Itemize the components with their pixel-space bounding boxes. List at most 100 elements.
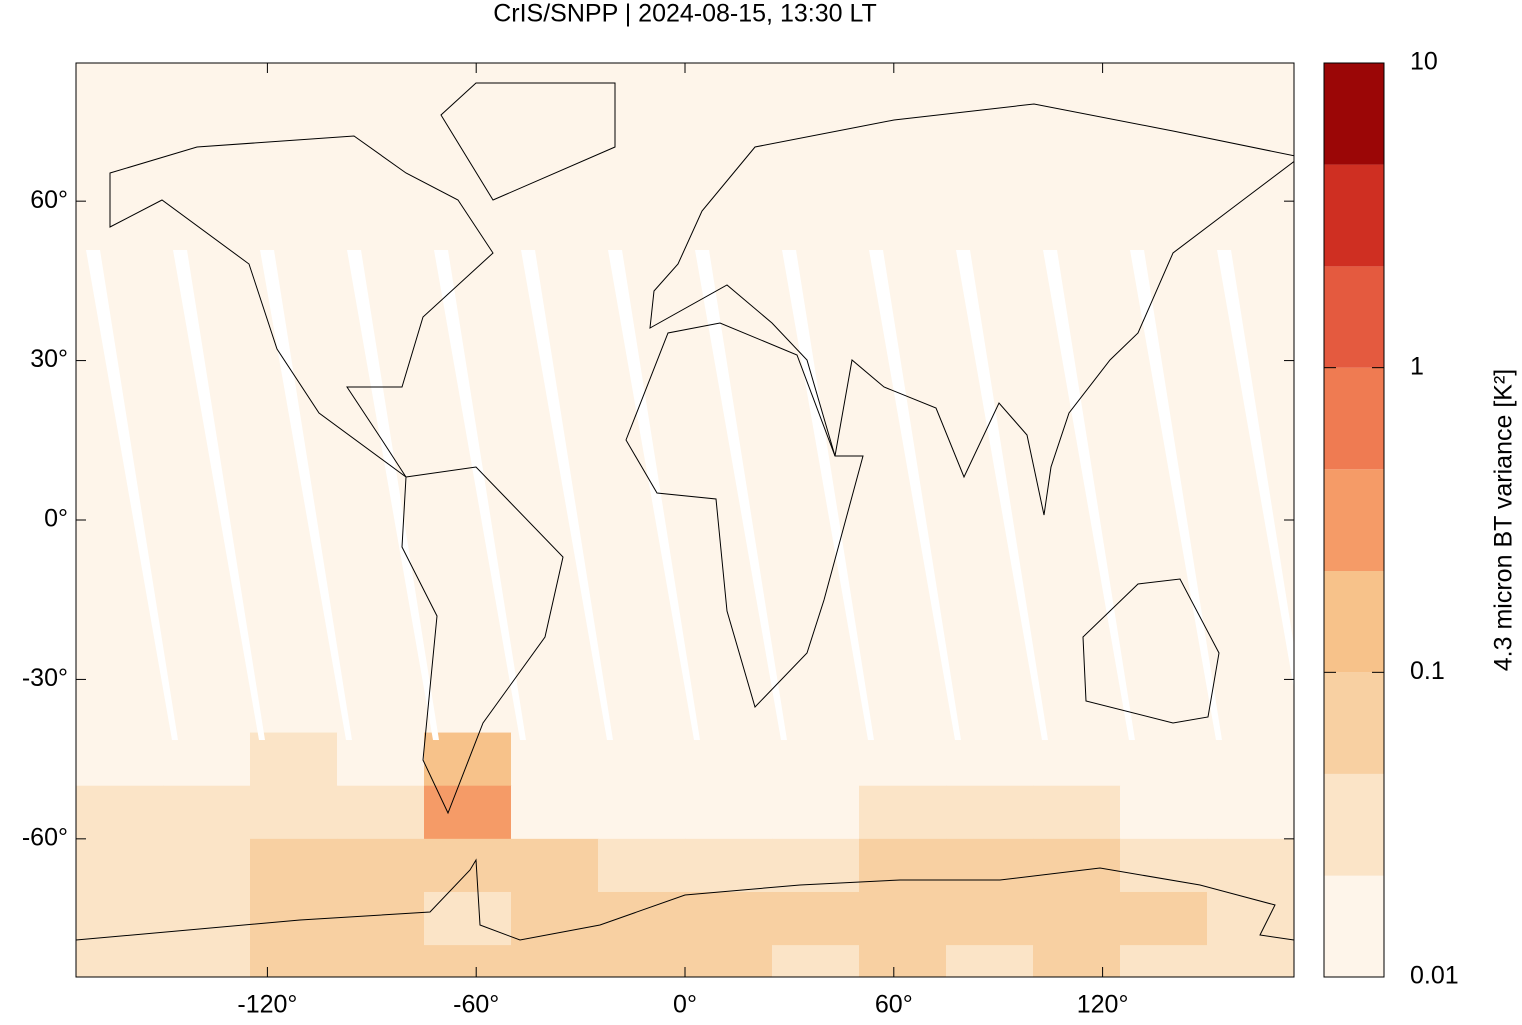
cell	[511, 945, 599, 977]
swath-gaps	[86, 250, 1294, 740]
swath-gap	[347, 250, 439, 740]
colorbar-tick-label: 10	[1410, 48, 1438, 76]
colorbar-band	[1324, 367, 1384, 470]
cell	[250, 785, 338, 840]
cell	[1120, 732, 1208, 787]
cell	[772, 945, 860, 977]
swath-gap	[782, 250, 874, 740]
cell	[598, 891, 686, 946]
colorbar-frame	[1323, 62, 1385, 978]
cell	[424, 732, 512, 787]
cell	[685, 945, 773, 977]
cell	[163, 732, 251, 787]
coast-north-america	[109, 135, 494, 478]
cell	[1207, 732, 1294, 787]
cell	[76, 891, 164, 946]
cell	[1207, 838, 1294, 893]
coast-south-america	[401, 466, 564, 815]
coast-eurasia	[649, 103, 1294, 516]
coast-africa	[625, 322, 864, 708]
swath-gap	[173, 250, 265, 740]
cell	[859, 838, 947, 893]
cell	[685, 785, 773, 840]
cell	[598, 732, 686, 787]
swath-gap	[695, 250, 787, 740]
cell	[424, 945, 512, 977]
x-tick-label: -120°	[237, 991, 297, 1019]
coast-australia	[1082, 578, 1220, 724]
cell	[76, 838, 164, 893]
swath-gap	[86, 250, 178, 740]
cell	[1033, 732, 1121, 787]
colorbar-tick-label: 0.1	[1410, 657, 1445, 685]
x-tick-label: 0°	[673, 991, 697, 1019]
cell	[946, 838, 1034, 893]
colorbar-band	[1324, 164, 1384, 267]
cell	[511, 891, 599, 946]
cell	[250, 838, 338, 893]
field	[76, 63, 1294, 977]
cell	[1207, 891, 1294, 946]
y-tick-label: 60°	[30, 186, 68, 214]
colorbar-band	[1324, 571, 1384, 673]
cell	[859, 785, 947, 840]
cell	[685, 891, 773, 946]
cell	[337, 732, 425, 787]
cell	[337, 785, 425, 840]
coast-antarctica	[76, 858, 1294, 941]
colorbar-label: 4.3 micron BT variance [K²]	[1490, 369, 1518, 671]
colorbar-tick-label: 0.01	[1410, 962, 1459, 990]
cell	[511, 732, 599, 787]
x-tick-label: 60°	[875, 991, 913, 1019]
cell	[511, 838, 599, 893]
cell	[76, 732, 164, 787]
cell	[337, 945, 425, 977]
cell	[859, 732, 947, 787]
swath-gap	[1217, 250, 1294, 689]
cell	[598, 945, 686, 977]
swath-gap	[1043, 250, 1135, 740]
cell	[511, 785, 599, 840]
cell	[250, 732, 338, 787]
swath-gap	[434, 250, 526, 740]
y-tick-label: -60°	[22, 823, 68, 851]
cell	[685, 732, 773, 787]
chart-title: CrIS/SNPP | 2024-08-15, 13:30 LT	[493, 0, 877, 28]
cell	[1033, 838, 1121, 893]
cell	[598, 838, 686, 893]
colorbar: 0.01 0.1 1 10	[1323, 48, 1459, 990]
swath-gap	[956, 250, 1048, 740]
cell	[1207, 785, 1294, 840]
cell	[424, 891, 512, 946]
cell	[772, 891, 860, 946]
cell	[163, 891, 251, 946]
cell	[424, 838, 512, 893]
y-tick-label: -30°	[22, 664, 68, 692]
cell	[772, 838, 860, 893]
swath-gap	[521, 250, 613, 740]
colorbar-band	[1324, 266, 1384, 368]
cell	[1120, 785, 1208, 840]
cell	[250, 945, 338, 977]
cell	[163, 838, 251, 893]
cell	[163, 785, 251, 840]
coastlines	[76, 82, 1294, 941]
cell	[859, 945, 947, 977]
x-tick-label: -60°	[453, 991, 499, 1019]
colorbar-band	[1324, 469, 1384, 572]
colorbar-tick-label: 1	[1410, 352, 1424, 380]
colorbar-band	[1324, 875, 1384, 977]
y-tick-label: 30°	[30, 345, 68, 373]
cell	[76, 785, 164, 840]
cell	[946, 891, 1034, 946]
swath-gap	[608, 250, 700, 740]
cell	[598, 785, 686, 840]
cell	[337, 838, 425, 893]
cell	[1120, 945, 1208, 977]
swath-gap	[1130, 250, 1222, 740]
cell	[1033, 785, 1121, 840]
cell	[163, 945, 251, 977]
cell	[337, 891, 425, 946]
cell	[1033, 945, 1121, 977]
